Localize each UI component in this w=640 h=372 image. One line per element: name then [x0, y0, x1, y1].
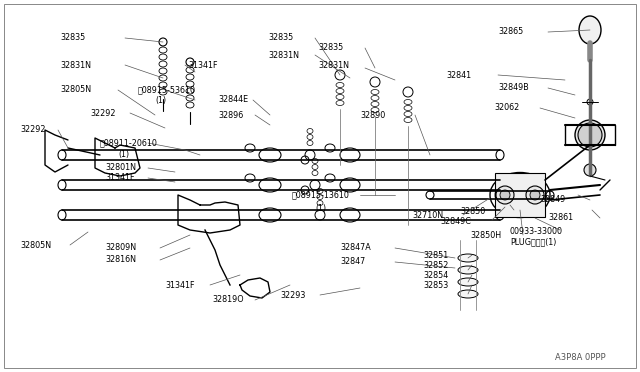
Text: 32841: 32841 — [446, 71, 471, 80]
Text: 31341F: 31341F — [188, 61, 218, 70]
Text: 00933-33000: 00933-33000 — [510, 228, 563, 237]
Circle shape — [530, 190, 540, 200]
Circle shape — [578, 123, 602, 147]
Circle shape — [500, 190, 510, 200]
Ellipse shape — [575, 120, 605, 150]
Text: 32852: 32852 — [423, 260, 449, 269]
Text: 32835: 32835 — [318, 44, 343, 52]
Text: 31341F: 31341F — [105, 173, 134, 183]
Text: A3P8A 0PPP: A3P8A 0PPP — [555, 353, 605, 362]
Ellipse shape — [579, 16, 601, 44]
Text: 32831N: 32831N — [318, 61, 349, 70]
Text: 32861: 32861 — [548, 214, 573, 222]
Text: 32831N: 32831N — [268, 51, 299, 60]
Text: 31341F: 31341F — [165, 280, 195, 289]
Text: 32854: 32854 — [423, 270, 448, 279]
Text: 32853: 32853 — [423, 280, 448, 289]
Text: 32849C: 32849C — [440, 218, 471, 227]
Text: 32850: 32850 — [460, 208, 485, 217]
Text: ⓜ08915-13610: ⓜ08915-13610 — [292, 190, 350, 199]
Text: ⓝ08911-20610: ⓝ08911-20610 — [100, 138, 158, 148]
Text: PLUGプラグ(1): PLUGプラグ(1) — [510, 237, 556, 247]
Text: 32293: 32293 — [280, 291, 305, 299]
Circle shape — [301, 186, 309, 194]
Text: 32801N: 32801N — [105, 164, 136, 173]
Text: 32710N: 32710N — [412, 211, 443, 219]
Text: 32890: 32890 — [360, 110, 385, 119]
Circle shape — [496, 186, 514, 204]
Bar — [495, 173, 545, 217]
Text: 32835: 32835 — [60, 33, 85, 42]
Ellipse shape — [458, 290, 478, 298]
Text: 32865: 32865 — [498, 28, 524, 36]
Text: (1): (1) — [155, 96, 166, 105]
Ellipse shape — [458, 278, 478, 286]
Text: 32896: 32896 — [218, 110, 243, 119]
Text: 32819O: 32819O — [212, 295, 244, 305]
Text: 32062: 32062 — [494, 103, 519, 112]
Text: ⓜ08915-53610: ⓜ08915-53610 — [138, 86, 196, 94]
Text: 32816N: 32816N — [105, 256, 136, 264]
Ellipse shape — [458, 254, 478, 262]
Text: 32805N: 32805N — [60, 86, 91, 94]
Text: 32809N: 32809N — [105, 244, 136, 253]
Text: 32831N: 32831N — [60, 61, 91, 70]
Text: 32805N: 32805N — [20, 241, 51, 250]
Text: (1): (1) — [315, 203, 326, 212]
Text: 32292: 32292 — [90, 109, 115, 118]
Text: 32851: 32851 — [423, 250, 448, 260]
Text: 32847A: 32847A — [340, 244, 371, 253]
Ellipse shape — [458, 266, 478, 274]
Text: 32844E: 32844E — [218, 96, 248, 105]
Text: 32292: 32292 — [20, 125, 45, 135]
Circle shape — [584, 164, 596, 176]
Text: 32847: 32847 — [340, 257, 365, 266]
Text: 32850H: 32850H — [470, 231, 501, 240]
Circle shape — [301, 156, 309, 164]
Circle shape — [526, 186, 544, 204]
Text: 32835: 32835 — [268, 33, 293, 42]
Text: 32849B: 32849B — [498, 83, 529, 93]
Text: 32849: 32849 — [540, 196, 565, 205]
Text: (1): (1) — [118, 151, 129, 160]
